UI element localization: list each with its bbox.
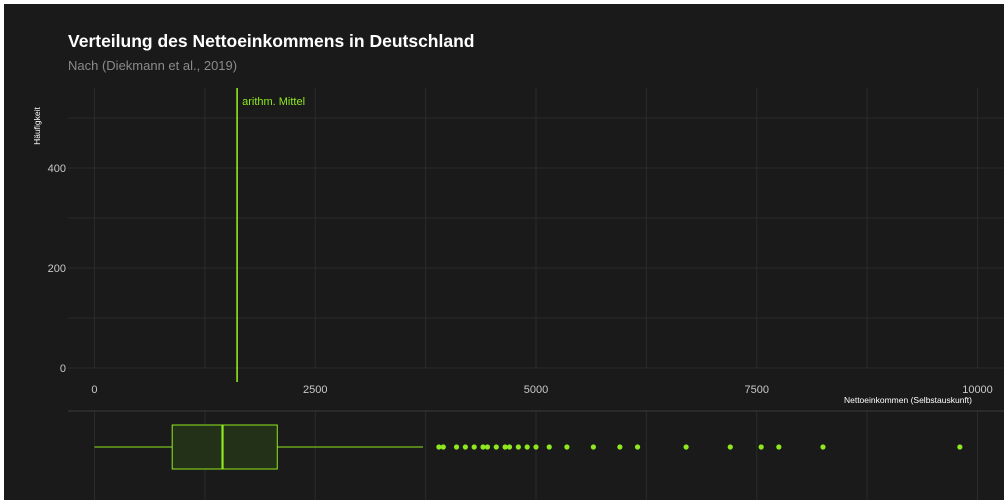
chart-title: Verteilung des Nettoeinkommens in Deutsc… [68,31,475,51]
outlier-point [506,444,513,450]
histogram-grid [68,88,1004,369]
y-tick-label: 0 [60,363,66,375]
chart-canvas: 0 200 400 0 2500 5000 7500 10000 Häufigkeit Ne… [32,88,1004,500]
mean-label: arithm. Mittel [242,96,305,108]
outlier-point [758,444,764,450]
outlier-point [453,444,460,450]
outlier-point [820,444,826,450]
outlier-point [683,444,689,450]
outlier-point [524,444,530,450]
y-axis-ticks: 0 200 400 [48,163,66,375]
boxplot-grid [93,411,979,500]
outlier-point [480,444,486,450]
x-axis-title: Nettoeinkommen (Selbstauskunft) [844,395,972,405]
outlier-point [502,444,508,450]
outlier-point [515,444,521,450]
y-axis-title: Häufigkeit [32,106,42,144]
outlier-point [484,444,491,450]
outlier-point [533,444,539,450]
outlier-point [617,444,623,450]
x-tick-label: 0 [91,384,97,396]
outlier-point [440,444,446,450]
outlier-point [493,444,499,450]
y-tick-label: 200 [48,263,66,275]
outlier-point [462,444,468,450]
outlier-point [776,444,782,450]
outlier-point [590,444,596,450]
x-tick-label: 2500 [303,384,327,396]
outlier-point [546,444,552,450]
box-iqr [171,424,278,470]
outlier-point [727,444,733,450]
chart-subtitle: Nach (Diekmann et al., 2019) [68,58,238,73]
x-tick-label: 10000 [962,384,993,396]
outlier-point [634,444,641,450]
x-tick-label: 7500 [745,384,769,396]
outlier-point [957,444,963,450]
boxplot-outliers [436,444,963,450]
outlier-point [564,444,570,450]
y-tick-label: 400 [48,163,66,175]
x-tick-label: 5000 [524,384,548,396]
outlier-point [471,444,477,450]
plot-background: Verteilung des Nettoeinkommens in Deutsc… [4,4,1004,500]
outlier-point [436,444,442,450]
x-axis-ticks: 0 2500 5000 7500 10000 [91,384,992,396]
boxplot [94,424,423,470]
